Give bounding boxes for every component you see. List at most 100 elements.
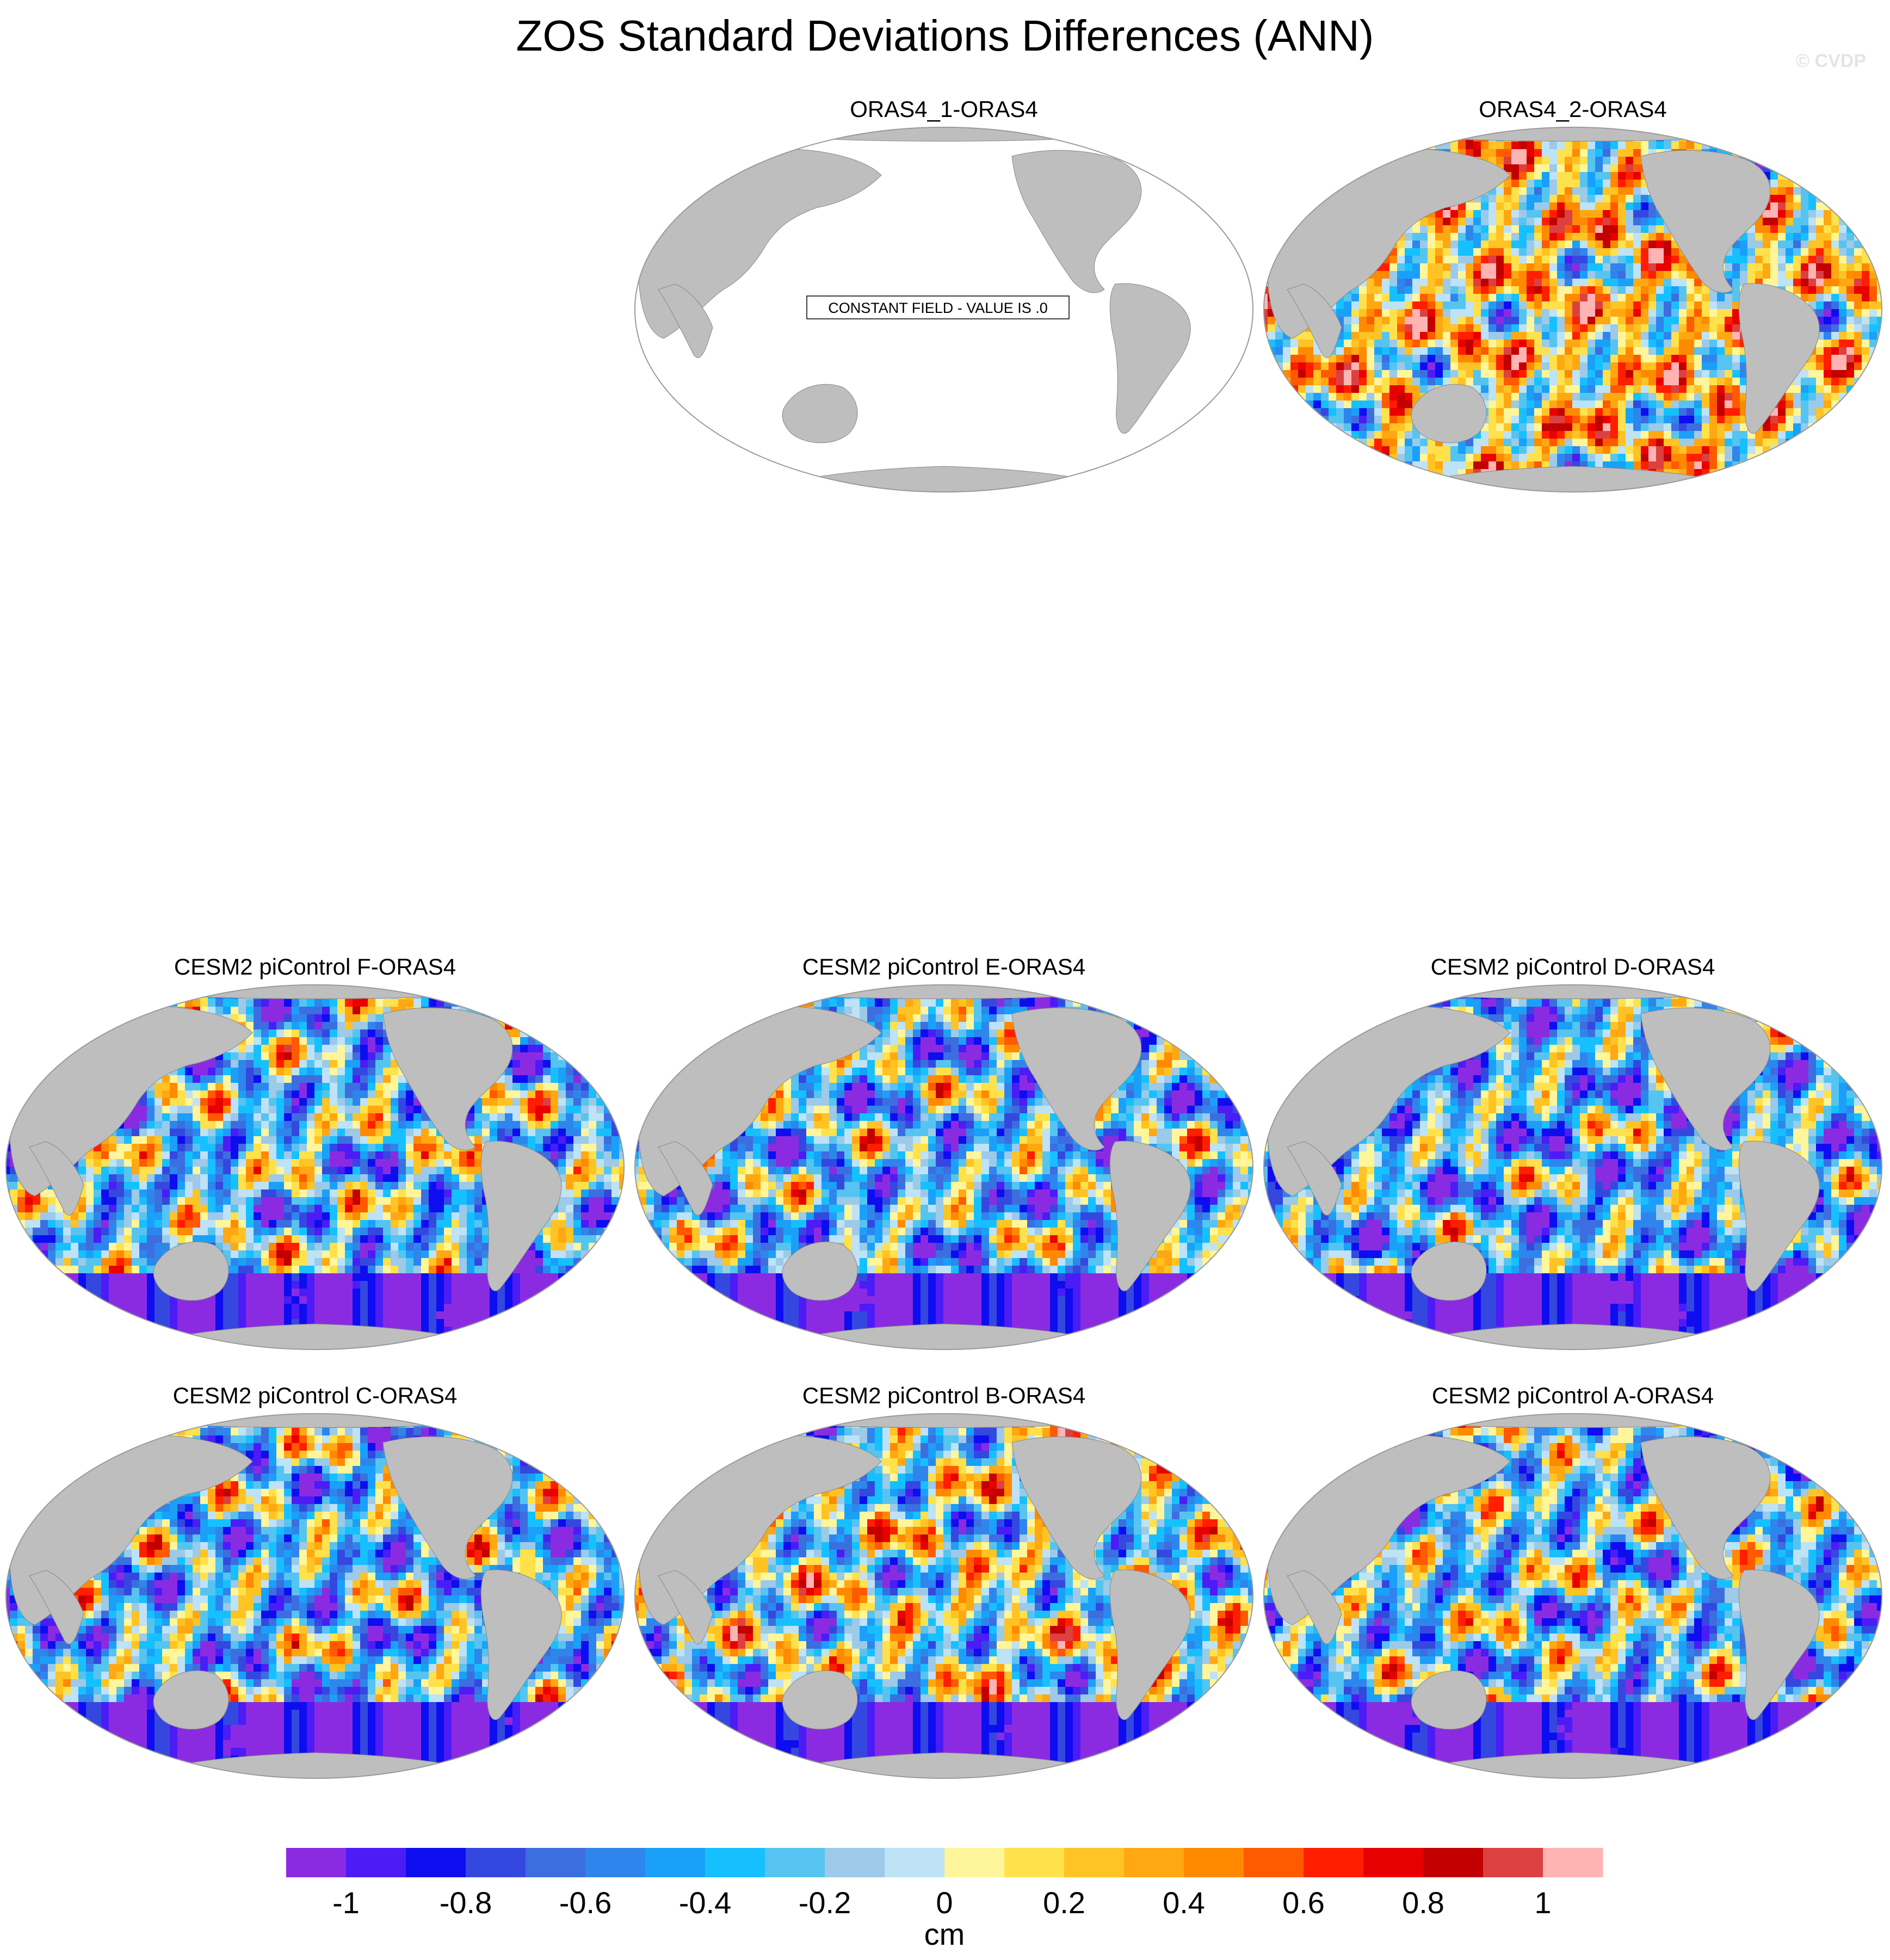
field-cell xyxy=(1763,241,1771,249)
field-cell xyxy=(1351,454,1360,462)
field-cell xyxy=(63,1030,71,1038)
field-cell xyxy=(1839,446,1847,454)
field-cell xyxy=(1534,164,1542,172)
field-cell xyxy=(1808,149,1817,157)
field-cell xyxy=(1565,423,1573,432)
field-cell xyxy=(1595,141,1603,150)
field-cell xyxy=(581,991,589,1000)
field-cell xyxy=(1702,385,1710,393)
field-cell xyxy=(1626,218,1634,226)
field-cell xyxy=(299,1030,307,1038)
field-cell xyxy=(1268,149,1276,157)
field-cell xyxy=(55,1030,64,1038)
field-cell xyxy=(1351,340,1360,348)
field-cell xyxy=(1496,202,1504,211)
field-cell xyxy=(1275,439,1283,447)
land-mass xyxy=(1423,127,1723,141)
field-cell xyxy=(1793,195,1801,203)
field-cell xyxy=(1443,301,1451,310)
field-cell xyxy=(1527,400,1535,409)
field-cell xyxy=(1763,134,1771,142)
field-cell xyxy=(1656,332,1664,340)
field-cell xyxy=(1504,317,1512,325)
field-cell xyxy=(71,1037,79,1045)
field-cell xyxy=(1428,362,1436,371)
field-cell xyxy=(1626,187,1634,195)
field-cell xyxy=(1786,431,1794,439)
field-cell xyxy=(1656,423,1664,432)
field-cell xyxy=(1862,385,1870,393)
field-cell xyxy=(1268,218,1276,226)
field-cell xyxy=(1428,347,1436,355)
panel-title: ORAS4_1-ORAS4 xyxy=(631,96,1257,123)
panel-title: ORAS4_2-ORAS4 xyxy=(1260,96,1886,123)
field-cell xyxy=(1656,500,1664,507)
field-cell xyxy=(200,984,208,992)
field-cell xyxy=(1466,210,1474,218)
field-cell xyxy=(1618,218,1626,226)
field-cell xyxy=(1374,500,1382,507)
field-cell xyxy=(292,1052,300,1061)
field-cell xyxy=(1435,477,1443,485)
field-cell xyxy=(1618,439,1626,447)
field-cell xyxy=(1504,340,1512,348)
field-cell xyxy=(1824,324,1832,332)
field-cell xyxy=(1263,393,1268,401)
field-cell xyxy=(1420,309,1428,317)
field-cell xyxy=(1626,241,1634,249)
field-cell xyxy=(1603,202,1611,211)
field-cell xyxy=(612,1014,620,1022)
field-cell xyxy=(1702,423,1710,432)
field-cell xyxy=(1321,172,1329,180)
field-cell xyxy=(1595,332,1603,340)
field-cell xyxy=(1382,484,1390,492)
field-cell xyxy=(1862,347,1870,355)
field-cell xyxy=(25,999,33,1007)
field-cell xyxy=(284,1030,292,1038)
field-cell xyxy=(619,1007,624,1015)
field-cell xyxy=(1382,355,1390,363)
field-cell xyxy=(1709,393,1718,401)
field-cell xyxy=(1732,385,1740,393)
field-cell xyxy=(421,991,429,1000)
field-cell xyxy=(1702,477,1710,485)
field-cell xyxy=(1443,324,1451,332)
field-cell xyxy=(1709,355,1718,363)
field-cell xyxy=(1877,439,1882,447)
field-cell xyxy=(1542,180,1550,188)
field-cell xyxy=(1626,309,1634,317)
field-cell xyxy=(360,1037,368,1045)
field-cell xyxy=(1572,332,1580,340)
field-cell xyxy=(1732,439,1740,447)
field-cell xyxy=(1473,332,1481,340)
field-cell xyxy=(185,991,193,1000)
field-cell xyxy=(1671,461,1679,470)
field-cell xyxy=(1801,279,1809,287)
field-cell xyxy=(1580,294,1588,302)
field-cell xyxy=(254,1022,262,1030)
field-cell xyxy=(1641,408,1649,416)
land-mass xyxy=(712,466,1176,492)
field-cell xyxy=(1633,248,1641,256)
field-cell xyxy=(1702,431,1710,439)
field-cell xyxy=(1862,439,1870,447)
field-cell xyxy=(1420,340,1428,348)
field-cell xyxy=(10,984,18,992)
field-cell xyxy=(1610,263,1619,272)
field-cell xyxy=(1504,370,1512,378)
field-cell xyxy=(1732,355,1740,363)
field-cell xyxy=(1405,400,1413,409)
field-cell xyxy=(1511,400,1520,409)
field-cell xyxy=(1831,431,1839,439)
field-cell xyxy=(1504,492,1512,500)
field-cell xyxy=(1793,157,1801,165)
field-cell xyxy=(1877,400,1882,409)
field-cell xyxy=(1831,332,1839,340)
field-cell xyxy=(1534,271,1542,279)
field-cell xyxy=(1671,446,1679,454)
field-cell xyxy=(1329,180,1337,188)
field-cell xyxy=(1268,233,1276,241)
field-cell xyxy=(1450,256,1459,264)
field-cell xyxy=(1268,141,1276,150)
field-cell xyxy=(573,984,582,992)
